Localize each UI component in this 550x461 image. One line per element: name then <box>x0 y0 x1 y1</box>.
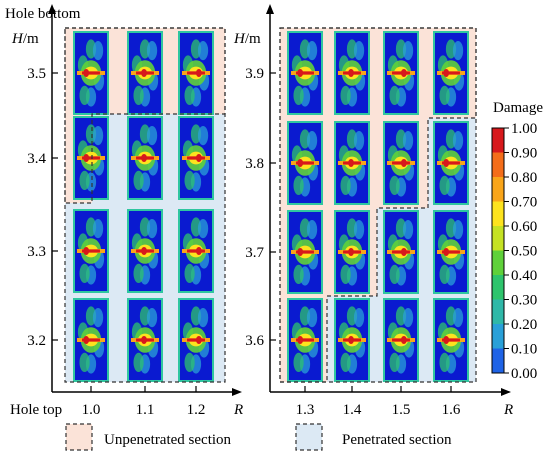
legend-unpenetrated-label: Unpenetrated section <box>104 432 232 448</box>
left-h-axis-label: H/m <box>11 31 39 47</box>
left-cell-h3.4-r1.2 <box>178 116 214 200</box>
right-cell-h3.7-r1.6 <box>433 210 469 294</box>
left-h-tick: 3.3 <box>27 244 46 260</box>
right-r-tick: 1.4 <box>343 402 362 418</box>
colorbar-segment <box>492 250 504 276</box>
left-h-tick: 3.2 <box>27 333 46 349</box>
left-cell-h3.4-r1.0 <box>73 116 109 200</box>
colorbar-segment <box>492 226 504 251</box>
colorbar-tick: 0.20 <box>511 317 537 333</box>
colorbar-segment <box>492 177 504 202</box>
right-cell-h3.9-r1.4 <box>334 31 370 115</box>
left-r-tick: 1.2 <box>187 402 206 418</box>
colorbar-segment <box>492 324 504 349</box>
right-cell-h3.9-r1.3 <box>287 31 323 115</box>
colorbar-tick: 0.50 <box>511 244 537 260</box>
left-panel: 1.0 1.1 1.2 3.5 3.4 3.3 3.2 Hole bottom H/m Ho… <box>5 4 243 418</box>
colorbar-tick: 0.80 <box>511 170 537 186</box>
colorbar-tick: 0.10 <box>511 342 537 358</box>
unpenetrated-outline-right <box>279 27 477 383</box>
left-cell-h3.3-r1.1 <box>127 209 163 293</box>
colorbar-title: Damage <box>493 100 543 116</box>
colorbar-tick: 0.90 <box>511 146 537 162</box>
right-cell-h3.8-r1.3 <box>287 121 323 205</box>
legend-penetrated-label: Penetrated section <box>342 432 452 448</box>
colorbar-segment <box>492 128 504 153</box>
legend-unpenetrated-swatch <box>65 423 93 451</box>
right-h-axis-label: H/m <box>233 31 261 47</box>
left-cell-h3.3-r1.0 <box>73 209 109 293</box>
hole-top-label: Hole top <box>10 402 62 418</box>
left-cell-h3.5-r1.0 <box>73 31 109 115</box>
left-h-tick: 3.4 <box>27 151 46 167</box>
left-r-axis-label: R <box>233 402 243 418</box>
right-cell-h3.6-r1.6 <box>433 298 469 382</box>
colorbar-segment <box>492 201 504 227</box>
right-cell-h3.9-r1.5 <box>383 31 419 115</box>
right-r-axis-label: R <box>503 402 513 418</box>
colorbar-segment <box>492 299 504 325</box>
right-panel: 1.3 1.4 1.5 1.6 3.9 3.8 3.7 3.6 H/m R <box>233 4 513 418</box>
colorbar-tick: 0.60 <box>511 219 537 235</box>
unpenetrated-outline <box>64 27 226 204</box>
left-cell-h3.5-r1.2 <box>178 31 214 115</box>
left-h-tick: 3.5 <box>27 66 46 82</box>
colorbar-tick: 0.30 <box>511 293 537 309</box>
right-h-tick: 3.6 <box>245 333 264 349</box>
left-cell-h3.2-r1.0 <box>73 298 109 382</box>
right-cell-h3.6-r1.5 <box>383 298 419 382</box>
left-cell-h3.3-r1.2 <box>178 209 214 293</box>
left-cell-h3.2-r1.1 <box>127 298 163 382</box>
right-cell-h3.7-r1.4 <box>334 210 370 294</box>
left-cell-h3.4-r1.1 <box>127 116 163 200</box>
right-h-tick: 3.9 <box>245 66 264 82</box>
right-cell-h3.6-r1.3 <box>287 298 323 382</box>
right-h-tick: 3.7 <box>245 245 264 261</box>
right-r-tick: 1.6 <box>442 402 461 418</box>
left-cell-h3.5-r1.1 <box>127 31 163 115</box>
left-cell-h3.2-r1.2 <box>178 298 214 382</box>
left-r-tick: 1.0 <box>82 402 101 418</box>
colorbar: Damage 1.00 0.90 0.80 0.70 0.60 0.50 0.40 0.30 0… <box>491 100 543 382</box>
right-r-tick: 1.5 <box>392 402 411 418</box>
colorbar-tick: 1.00 <box>511 121 537 137</box>
right-cell-h3.7-r1.3 <box>287 210 323 294</box>
right-cell-h3.8-r1.5 <box>383 121 419 205</box>
right-h-tick: 3.8 <box>245 156 264 172</box>
legend: Unpenetrated section Penetrated section <box>65 423 452 451</box>
colorbar-segment <box>492 348 504 374</box>
colorbar-tick: 0.00 <box>511 366 537 382</box>
right-cell-h3.7-r1.5 <box>383 210 419 294</box>
right-cell-h3.8-r1.6 <box>433 121 469 205</box>
colorbar-segment <box>492 152 504 178</box>
left-r-tick: 1.1 <box>136 402 155 418</box>
colorbar-tick: 0.40 <box>511 268 537 284</box>
right-cell-h3.6-r1.4 <box>334 298 370 382</box>
colorbar-segment <box>492 275 504 300</box>
hole-bottom-label: Hole bottom <box>5 6 81 22</box>
colorbar-tick: 0.70 <box>511 195 537 211</box>
right-r-tick: 1.3 <box>296 402 315 418</box>
right-cell-h3.9-r1.6 <box>433 31 469 115</box>
legend-penetrated-swatch <box>295 423 323 451</box>
right-cell-h3.8-r1.4 <box>334 121 370 205</box>
unpenetrated-region-right <box>280 28 476 382</box>
